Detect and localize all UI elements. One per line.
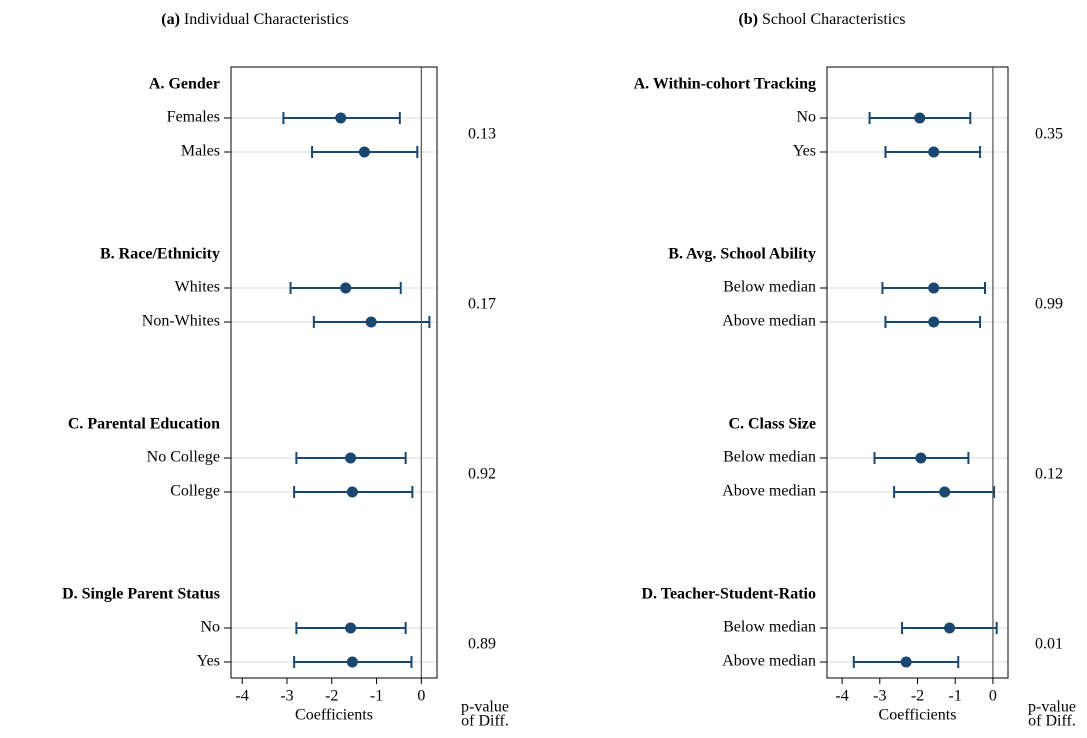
x-tick-label: -3 <box>280 688 293 705</box>
group-heading: C. Class Size <box>728 416 816 433</box>
p-value: 0.13 <box>468 126 496 143</box>
x-tick-label: 0 <box>417 688 425 705</box>
p-value: 0.92 <box>468 466 496 483</box>
p-value-header: p-value <box>461 699 509 716</box>
plot-frame <box>826 66 1009 679</box>
p-value: 0.17 <box>468 296 496 313</box>
y-tick-label: Below median <box>723 449 816 466</box>
p-value: 0.89 <box>468 636 496 653</box>
group-heading: A. Within-cohort Tracking <box>634 76 816 93</box>
x-tick-label: -1 <box>949 688 962 705</box>
x-tick-label: -3 <box>873 688 886 705</box>
x-tick-label: -1 <box>370 688 383 705</box>
y-tick-label: Above median <box>722 653 816 670</box>
p-value: 0.99 <box>1035 296 1063 313</box>
point-estimate <box>345 622 357 634</box>
x-axis-label: Coefficients <box>295 707 373 724</box>
panel-title-text: Individual Characteristics <box>184 11 349 28</box>
panel-title: (b) School Characteristics <box>738 11 905 28</box>
group-heading: D. Single Parent Status <box>62 586 220 603</box>
point-estimate <box>358 146 370 158</box>
y-tick-label: Females <box>167 109 220 126</box>
panel-title-text: School Characteristics <box>762 11 906 28</box>
plot-frame <box>230 66 438 679</box>
point-estimate <box>345 452 357 464</box>
p-value: 0.01 <box>1035 636 1063 653</box>
group-heading: C. Parental Education <box>68 416 220 433</box>
y-tick-label: Males <box>181 143 220 160</box>
y-tick-label: Yes <box>793 143 816 160</box>
point-estimate <box>914 112 926 124</box>
point-estimate <box>346 656 358 668</box>
p-value-header: of Diff. <box>1028 713 1076 730</box>
x-tick-label: -2 <box>325 688 338 705</box>
point-estimate <box>335 112 347 124</box>
point-estimate <box>928 282 940 294</box>
point-estimate <box>915 452 927 464</box>
group-heading: A. Gender <box>149 76 220 93</box>
x-axis-label: Coefficients <box>879 707 957 724</box>
point-estimate <box>939 486 951 498</box>
point-estimate <box>340 282 352 294</box>
p-value: 0.12 <box>1035 466 1063 483</box>
y-tick-label: No <box>200 619 220 636</box>
y-tick-label: Below median <box>723 619 816 636</box>
y-tick-label: Below median <box>723 279 816 296</box>
y-tick-label: Whites <box>175 279 220 296</box>
p-value-header: of Diff. <box>461 713 509 730</box>
panel-title: (a) Individual Characteristics <box>161 11 349 28</box>
y-tick-label: No <box>796 109 816 126</box>
point-estimate <box>900 656 912 668</box>
x-tick-label: -4 <box>236 688 249 705</box>
y-tick-label: Yes <box>197 653 220 670</box>
point-estimate <box>346 486 358 498</box>
y-tick-label: Non-Whites <box>142 313 220 330</box>
panel-label: (a) <box>161 11 180 28</box>
y-tick-label: College <box>170 483 220 500</box>
point-estimate <box>928 316 940 328</box>
y-tick-label: No College <box>147 449 220 466</box>
group-heading: B. Avg. School Ability <box>668 246 816 263</box>
group-heading: D. Teacher-Student-Ratio <box>641 586 816 603</box>
point-estimate <box>365 316 377 328</box>
x-tick-label: 0 <box>989 688 997 705</box>
x-tick-label: -4 <box>835 688 848 705</box>
y-tick-label: Above median <box>722 483 816 500</box>
x-tick-label: -2 <box>911 688 924 705</box>
panel-label: (b) <box>738 11 758 28</box>
p-value-header: p-value <box>1028 699 1076 716</box>
p-value: 0.35 <box>1035 126 1063 143</box>
group-heading: B. Race/Ethnicity <box>100 246 220 263</box>
y-tick-label: Above median <box>722 313 816 330</box>
point-estimate <box>944 622 956 634</box>
point-estimate <box>928 146 940 158</box>
